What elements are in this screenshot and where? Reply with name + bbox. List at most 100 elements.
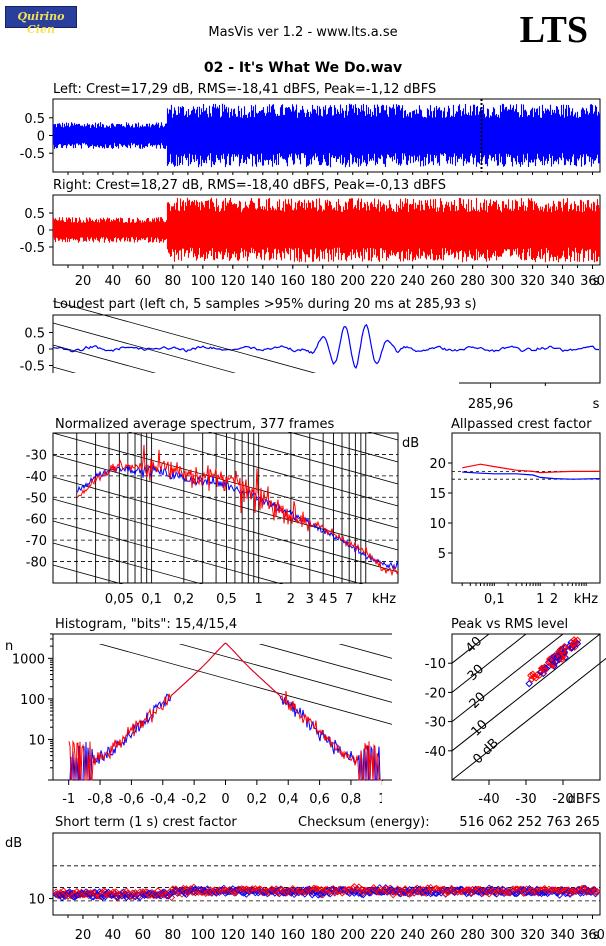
short-term-crest-panel-xtick-label: 140 bbox=[250, 928, 275, 943]
histogram-panel-series-0 bbox=[69, 642, 382, 781]
peak-vs-rms-panel-point bbox=[528, 675, 536, 683]
loudest-part-panel-frame bbox=[52, 314, 601, 384]
allpass-crest-panel-ytick-label: 10 bbox=[429, 517, 446, 532]
spectrum-panel-slope-line bbox=[52, 454, 399, 551]
short-term-crest-panel-point bbox=[227, 887, 235, 895]
short-term-crest-panel-checksum-label: Checksum (energy): bbox=[298, 815, 430, 830]
spectrum-panel-xtick-label: 5 bbox=[329, 592, 337, 607]
histogram-panel-ytick-label: 1000 bbox=[12, 652, 45, 667]
right-channel-panel-title: Right: Crest=18,27 dB, RMS=-18,40 dBFS, … bbox=[53, 178, 446, 193]
right-channel-panel-ytick-label: 0.5 bbox=[24, 207, 45, 222]
right-channel-panel-xtick-label: 20 bbox=[75, 274, 92, 289]
spectrum-panel-xtick-label: 1 bbox=[255, 592, 263, 607]
peak-vs-rms-panel-title: Peak vs RMS level bbox=[451, 617, 568, 632]
loudest-part-panel-xtick-label: 285,96 bbox=[468, 397, 514, 412]
right-channel-panel-waveform bbox=[52, 197, 601, 263]
histogram-panel-xtick-label: 0,2 bbox=[247, 792, 268, 807]
short-term-crest-panel-xtick-label: 120 bbox=[220, 928, 245, 943]
peak-vs-rms-panel-diagonal-label: 20 bbox=[467, 690, 489, 712]
spectrum-panel-series-0 bbox=[76, 464, 399, 571]
right-channel-panel-xtick-label: 320 bbox=[520, 274, 545, 289]
spectrum-panel-ytick-label-2: -50 bbox=[26, 491, 47, 506]
spectrum-panel-ytick-label-2: -70 bbox=[26, 534, 47, 549]
short-term-crest-panel-point bbox=[308, 891, 316, 899]
short-term-crest-panel-point bbox=[185, 886, 194, 895]
peak-vs-rms-panel-point bbox=[546, 658, 555, 666]
spectrum-panel-slope-line bbox=[52, 476, 399, 573]
left-channel-panel: Left: Crest=17,29 dB, RMS=-18,41 dBFS, P… bbox=[20, 82, 601, 175]
peak-vs-rms-panel-point bbox=[539, 665, 547, 673]
histogram-panel-title: Histogram, "bits": 15,4/15,4 bbox=[55, 617, 237, 632]
peak-vs-rms-panel-point bbox=[537, 664, 546, 673]
histogram-panel-xtick-label: 0,8 bbox=[341, 792, 362, 807]
short-term-crest-panel-point bbox=[70, 893, 78, 901]
spectrum-panel-ytick-label-2: -40 bbox=[26, 470, 47, 485]
right-channel-panel-ytick-label: -0.5 bbox=[20, 241, 45, 256]
histogram-panel-xtick-label: 0 bbox=[221, 792, 229, 807]
short-term-crest-panel-point bbox=[107, 890, 116, 898]
right-channel-panel-xtick-label: 100 bbox=[190, 274, 215, 289]
app-title: MasVis ver 1.2 - www.lts.a.se bbox=[208, 25, 398, 40]
spectrum-panel-xtick-label: 4 bbox=[319, 592, 327, 607]
spectrum-panel-xtick-label: 3 bbox=[306, 592, 314, 607]
short-term-crest-panel-point bbox=[465, 886, 474, 894]
short-term-crest-panel-xtick-label: 220 bbox=[370, 928, 395, 943]
peak-vs-rms-panel-ytick-label-2: -20 bbox=[425, 686, 446, 701]
histogram-panel-xtick-label: 0,6 bbox=[309, 792, 330, 807]
short-term-crest-panel-point bbox=[317, 890, 325, 898]
short-term-crest-panel-point bbox=[319, 891, 327, 899]
quirino-logo: Quirino Cien bbox=[5, 6, 77, 36]
short-term-crest-panel-point bbox=[302, 886, 310, 894]
short-term-crest-panel-xtick-label: 360 bbox=[580, 928, 605, 943]
short-term-crest-panel-xtick-label: 80 bbox=[165, 928, 182, 943]
spectrum-panel-ytick-label-2: -80 bbox=[26, 556, 47, 571]
peak-vs-rms-panel-xtick-label: -20 bbox=[552, 792, 573, 807]
spectrum-panel-xtick-label: 0,05 bbox=[105, 592, 134, 607]
short-term-crest-panel-point bbox=[143, 891, 152, 899]
spectrum-panel-ytick-label-2: -30 bbox=[26, 448, 47, 463]
right-channel-panel-xtick-label: 120 bbox=[220, 274, 245, 289]
spectrum-panel-xtick-label: 0,2 bbox=[173, 592, 194, 607]
allpass-crest-panel-xtick-label: kHz bbox=[574, 592, 598, 607]
short-term-crest-panel-point bbox=[473, 885, 481, 894]
allpass-crest-panel-ylabel: dB bbox=[402, 436, 419, 451]
peak-vs-rms-panel-point bbox=[560, 648, 569, 656]
peak-vs-rms-panel-point bbox=[532, 674, 540, 682]
allpass-crest-panel-ytick-label: 20 bbox=[429, 457, 446, 472]
left-channel-panel-title: Left: Crest=17,29 dB, RMS=-18,41 dBFS, P… bbox=[53, 82, 436, 97]
short-term-crest-panel-xtick-label: 340 bbox=[550, 928, 575, 943]
right-channel-panel-xtick-label: 300 bbox=[490, 274, 515, 289]
short-term-crest-panel-point bbox=[593, 887, 601, 896]
histogram-panel-ylabel: n bbox=[5, 639, 13, 654]
short-term-crest-panel-point bbox=[443, 888, 451, 896]
spectrum-panel-ytick-label-2: -60 bbox=[26, 513, 47, 528]
allpass-crest-panel-xtick-label: 1 bbox=[536, 592, 544, 607]
right-channel-panel-xtick-label: 340 bbox=[550, 274, 575, 289]
short-term-crest-panel-title: Short term (1 s) crest factor bbox=[55, 815, 237, 830]
short-term-crest-panel-xtick-label: 200 bbox=[340, 928, 365, 943]
short-term-crest-panel-point bbox=[233, 887, 241, 895]
short-term-crest-panel-point bbox=[373, 888, 381, 896]
short-term-crest-panel-xtick-label: 180 bbox=[310, 928, 335, 943]
spectrum-panel-title-2: Normalized average spectrum, 377 frames bbox=[55, 417, 334, 432]
histogram-panel-xtick-label: -0,6 bbox=[119, 792, 144, 807]
short-term-crest-panel-point bbox=[92, 892, 101, 900]
lts-brand: LTS bbox=[519, 9, 588, 51]
short-term-crest-panel-ytick-label: 10 bbox=[28, 893, 45, 908]
allpass-crest-panel-ytick-label: 15 bbox=[429, 487, 446, 502]
peak-vs-rms-panel-xlabel: dBFS bbox=[568, 792, 601, 807]
right-channel-panel-ytick-label: 0 bbox=[37, 224, 45, 239]
short-term-crest-panel-point bbox=[588, 886, 597, 894]
right-channel-panel-xtick-label: s bbox=[593, 274, 600, 289]
short-term-crest-panel-xtick-label: 320 bbox=[520, 928, 545, 943]
peak-vs-rms-panel-point bbox=[547, 656, 556, 664]
histogram-panel-xtick-label: -0,8 bbox=[87, 792, 112, 807]
histogram-panel-series-1 bbox=[68, 642, 382, 781]
peak-vs-rms-panel-point bbox=[560, 643, 568, 651]
peak-vs-rms-panel-diagonal-label: 0 dB bbox=[470, 736, 502, 768]
short-term-crest-panel-point bbox=[470, 888, 478, 896]
short-term-crest-panel-xtick-label: 60 bbox=[135, 928, 152, 943]
file-title: 02 - It's What We Do.wav bbox=[203, 60, 403, 76]
